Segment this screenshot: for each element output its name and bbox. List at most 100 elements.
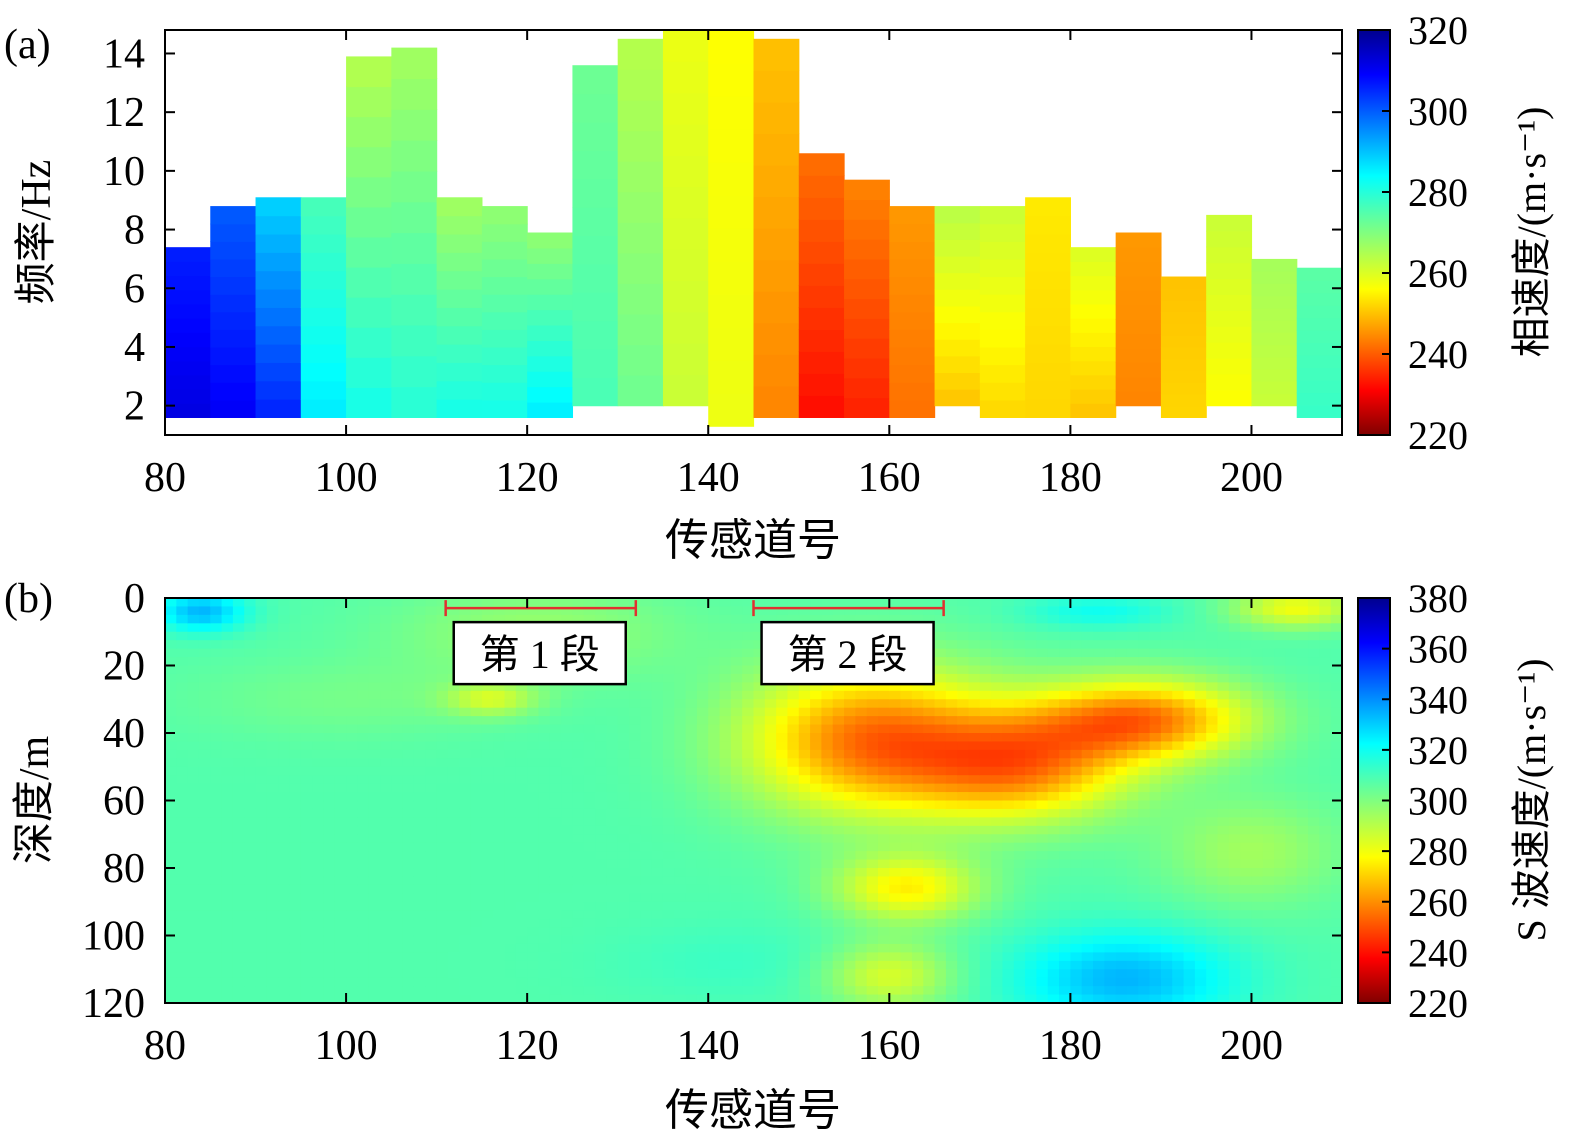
velocity-cell (1047, 724, 1060, 734)
dispersion-cell (844, 338, 890, 359)
velocity-cell (1240, 673, 1253, 683)
velocity-cell (266, 893, 279, 903)
velocity-cell (459, 749, 472, 759)
velocity-cell (708, 893, 721, 903)
velocity-cell (436, 960, 449, 970)
velocity-cell (210, 876, 223, 886)
velocity-cell (1228, 673, 1241, 683)
dispersion-cell (255, 197, 302, 217)
velocity-cell (1002, 724, 1015, 734)
velocity-cell (357, 927, 370, 937)
velocity-cell (391, 741, 404, 751)
velocity-cell (696, 918, 709, 928)
velocity-cell (459, 775, 472, 785)
velocity-cell (1160, 690, 1173, 700)
velocity-cell (730, 800, 743, 810)
velocity-cell (629, 783, 641, 793)
velocity-cell (1081, 851, 1094, 861)
velocity-cell (889, 724, 902, 734)
velocity-cell (493, 783, 506, 793)
velocity-cell (979, 817, 992, 827)
velocity-cell (821, 943, 834, 953)
velocity-cell (176, 749, 189, 759)
velocity-cell (210, 690, 223, 700)
velocity-cell (380, 741, 392, 751)
velocity-cell (538, 690, 551, 700)
velocity-cell (1228, 716, 1241, 726)
velocity-cell (312, 733, 325, 743)
velocity-cell (1002, 623, 1015, 633)
velocity-cell (911, 918, 924, 928)
velocity-cell (470, 994, 483, 1003)
velocity-cell (1183, 640, 1196, 650)
velocity-cell (357, 673, 370, 683)
velocity-cell (957, 817, 970, 827)
dispersion-cell (481, 399, 528, 418)
velocity-cell (380, 598, 392, 608)
velocity-cell (1047, 699, 1060, 709)
velocity-cell (855, 749, 868, 759)
velocity-cell (470, 893, 483, 903)
velocity-cell (278, 640, 291, 650)
velocity-cell (221, 859, 234, 869)
velocity-cell (1138, 834, 1151, 844)
velocity-cell (991, 631, 1004, 641)
dispersion-cell (889, 311, 936, 330)
dispersion-cell (617, 313, 664, 346)
a-x-tick-label: 100 (315, 455, 378, 501)
dispersion-cell (1025, 288, 1071, 308)
velocity-cell (1217, 960, 1230, 970)
velocity-cell (493, 758, 506, 768)
velocity-cell (323, 918, 336, 928)
velocity-cell (764, 758, 777, 768)
velocity-cell (447, 808, 460, 818)
velocity-cell (877, 716, 890, 726)
velocity-cell (934, 969, 947, 979)
velocity-cell (198, 918, 211, 928)
velocity-cell (945, 598, 958, 608)
velocity-cell (1036, 614, 1049, 624)
velocity-cell (312, 606, 325, 616)
velocity-cell (1093, 640, 1105, 650)
velocity-cell (346, 986, 358, 996)
velocity-cell (617, 682, 630, 692)
velocity-cell (877, 918, 890, 928)
velocity-cell (1217, 943, 1230, 953)
velocity-cell (481, 868, 494, 878)
velocity-cell (1104, 614, 1117, 624)
velocity-cell (968, 986, 981, 996)
velocity-cell (538, 851, 551, 861)
velocity-cell (1081, 598, 1094, 608)
velocity-cell (685, 834, 698, 844)
velocity-cell (674, 935, 687, 945)
velocity-cell (1194, 673, 1207, 683)
velocity-cell (549, 699, 562, 709)
velocity-cell (945, 640, 958, 650)
a-cbar-tick-label: 220 (1408, 413, 1468, 458)
velocity-cell (436, 749, 449, 759)
velocity-cell (730, 808, 743, 818)
velocity-cell (696, 775, 709, 785)
velocity-cell (255, 927, 268, 937)
velocity-cell (278, 851, 291, 861)
velocity-cell (425, 994, 438, 1003)
velocity-cell (1047, 859, 1060, 869)
velocity-cell (187, 724, 200, 734)
velocity-cell (1059, 690, 1071, 700)
velocity-cell (911, 741, 924, 751)
velocity-cell (1036, 775, 1049, 785)
velocity-cell (221, 952, 234, 962)
velocity-cell (934, 994, 947, 1003)
velocity-cell (595, 792, 607, 802)
velocity-cell (244, 893, 257, 903)
velocity-cell (753, 648, 766, 658)
velocity-cell (640, 657, 653, 667)
velocity-cell (527, 910, 540, 920)
velocity-cell (674, 825, 687, 835)
velocity-cell (629, 792, 641, 802)
velocity-cell (945, 851, 958, 861)
velocity-cell (968, 631, 981, 641)
velocity-cell (877, 733, 890, 743)
velocity-cell (210, 884, 223, 894)
velocity-cell (312, 884, 325, 894)
